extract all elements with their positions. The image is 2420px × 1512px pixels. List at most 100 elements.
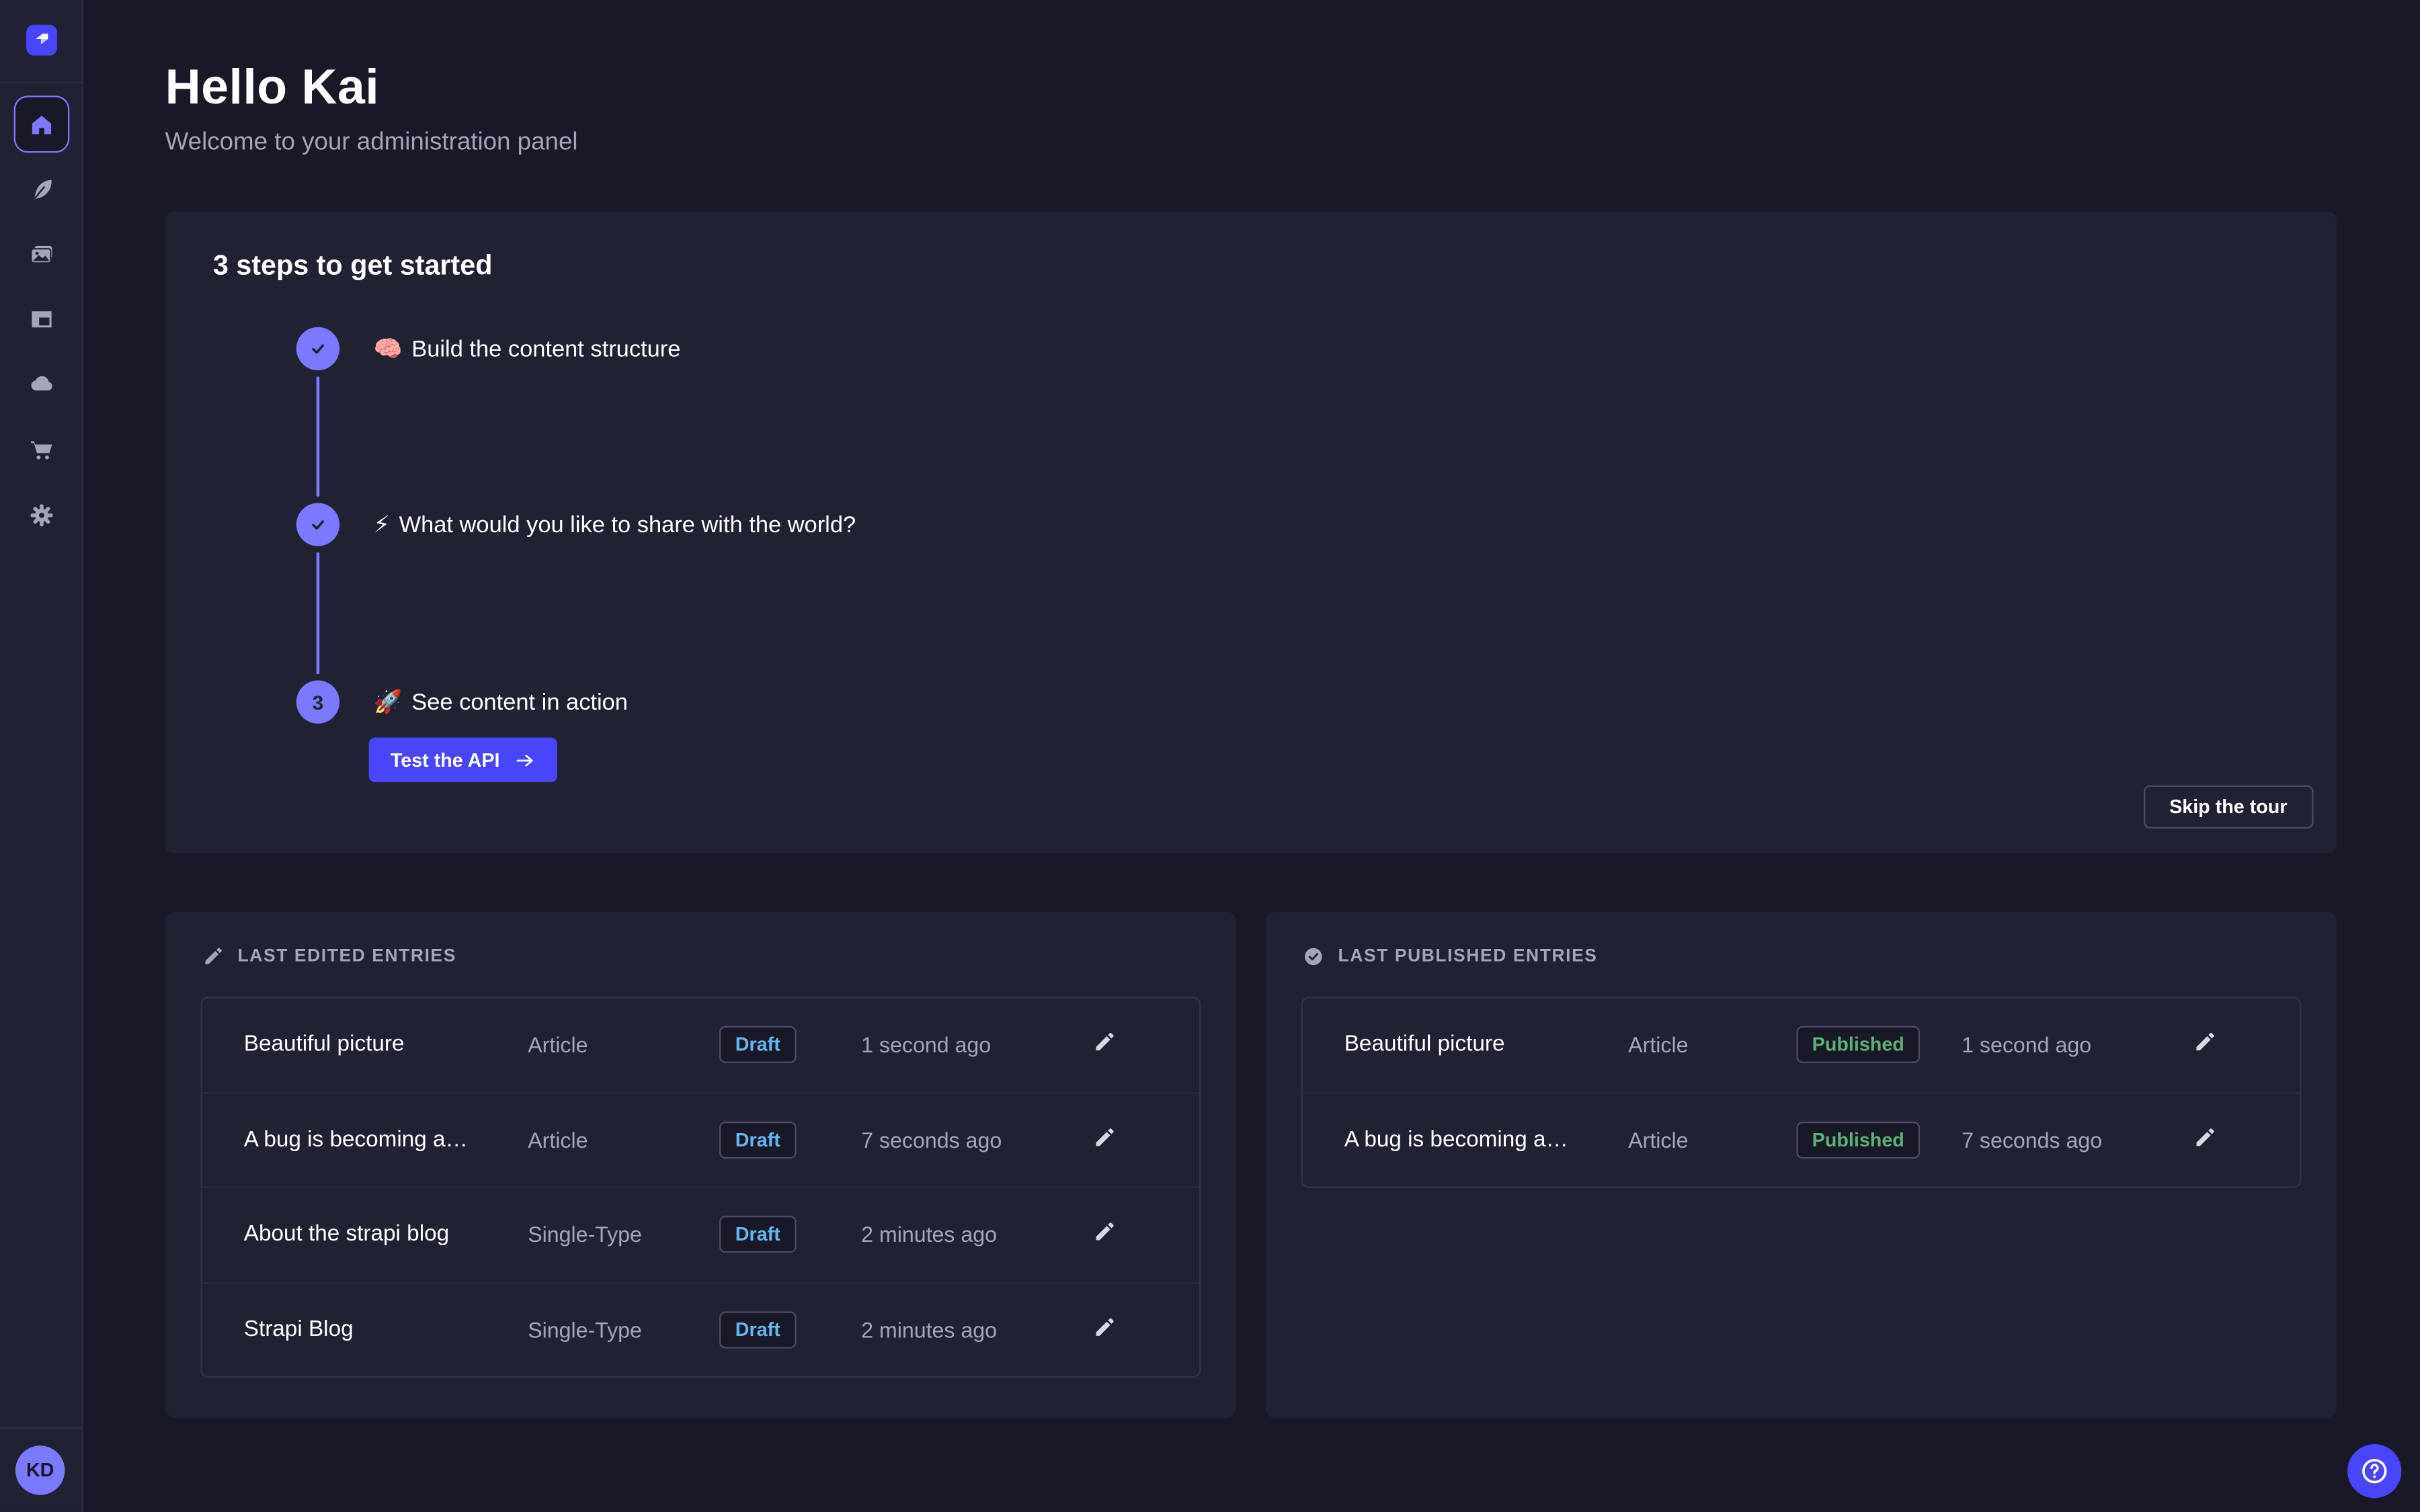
page-title: Hello Kai [165, 58, 380, 114]
entry-title: Beautiful picture [1344, 1032, 1505, 1058]
onboarding-step-3[interactable]: 3 🚀 See content in action [296, 680, 628, 724]
step-number-circle: 3 [296, 680, 340, 724]
pictures-icon [30, 245, 52, 264]
sidebar: KD [0, 0, 83, 1512]
entry-time: 1 second ago [861, 1032, 992, 1058]
status-badge: Draft [719, 1121, 796, 1159]
sidebar-item-marketplace[interactable] [15, 424, 68, 476]
brain-emoji: 🧠 [373, 336, 403, 363]
pencil-icon [1096, 1128, 1114, 1146]
table-row: Beautiful picture Article Published 1 se… [1302, 998, 2300, 1093]
sidebar-item-content-manager[interactable] [15, 163, 68, 216]
question-mark-icon [2362, 1458, 2387, 1484]
check-icon [312, 344, 325, 354]
user-avatar[interactable]: KD [15, 1445, 65, 1495]
step-done-circle [296, 327, 340, 371]
pencil-icon [1096, 1033, 1114, 1051]
cart-icon [31, 441, 52, 460]
sidebar-item-home[interactable] [13, 95, 70, 153]
skip-tour-button[interactable]: Skip the tour [2143, 785, 2314, 829]
entry-type: Article [1628, 1127, 1689, 1152]
pencil-icon [2196, 1128, 2214, 1146]
status-badge: Draft [719, 1026, 796, 1064]
arrow-right-icon [516, 754, 533, 766]
status-badge: Published [1796, 1026, 1920, 1064]
entry-time: 1 second ago [1962, 1032, 2092, 1058]
table-row: Strapi Blog Single-Type Draft 2 minutes … [202, 1283, 1199, 1376]
entry-type: Article [528, 1127, 588, 1152]
layout-icon [32, 311, 52, 328]
step-done-circle [296, 503, 340, 546]
strapi-logo-icon [36, 34, 48, 44]
entry-time: 7 seconds ago [1962, 1127, 2103, 1152]
table-row: About the strapi blog Single-Type Draft … [202, 1188, 1199, 1284]
pencil-icon [2196, 1033, 2214, 1051]
entry-type: Article [1628, 1032, 1689, 1058]
last-edited-table: Beautiful picture Article Draft 1 second… [200, 997, 1201, 1378]
sidebar-item-content-type-builder[interactable] [15, 293, 68, 345]
lightning-emoji: ⚡ [373, 512, 390, 539]
cloud-icon [31, 376, 52, 391]
onboarding-step-1[interactable]: 🧠 Build the content structure [296, 327, 681, 371]
onboarding-card: 3 steps to get started 🧠 Build the conte… [165, 211, 2337, 853]
main-content: Hello Kai Welcome to your administration… [83, 0, 2420, 1512]
table-row: Beautiful picture Article Draft 1 second… [202, 998, 1199, 1093]
last-edited-title: LAST EDITED ENTRIES [237, 947, 456, 966]
page-subtitle: Welcome to your administration panel [165, 129, 578, 156]
sidebar-item-cloud[interactable] [15, 358, 68, 411]
step-label: 🧠 Build the content structure [373, 335, 681, 363]
sidebar-item-media-library[interactable] [15, 228, 68, 281]
edit-entry-button[interactable] [2187, 1025, 2222, 1065]
gear-icon [30, 504, 53, 527]
help-button[interactable] [2347, 1443, 2402, 1499]
onboarding-step-2[interactable]: ⚡ What would you like to share with the … [296, 503, 856, 546]
entry-title: Strapi Blog [243, 1317, 354, 1342]
last-published-header: LAST PUBLISHED ENTRIES [1303, 946, 1598, 967]
entry-type: Single-Type [528, 1222, 642, 1247]
entry-time: 2 minutes ago [861, 1317, 998, 1342]
edit-entry-button[interactable] [1086, 1120, 1122, 1160]
pencil-icon [205, 948, 222, 964]
entry-time: 2 minutes ago [861, 1222, 998, 1247]
step-label: ⚡ What would you like to share with the … [373, 511, 856, 539]
rocket-emoji: 🚀 [373, 689, 403, 716]
step-connector [317, 376, 319, 497]
page-header: Hello Kai Welcome to your administration… [165, 58, 578, 157]
step-label: 🚀 See content in action [373, 689, 628, 716]
sidebar-footer-divider [0, 1427, 83, 1429]
last-published-table: Beautiful picture Article Published 1 se… [1301, 997, 2302, 1188]
last-published-card: LAST PUBLISHED ENTRIES Beautiful picture… [1265, 911, 2337, 1418]
edit-entry-button[interactable] [1086, 1025, 1122, 1065]
last-published-title: LAST PUBLISHED ENTRIES [1338, 947, 1598, 966]
check-icon [312, 520, 325, 530]
entry-title: A bug is becoming a… [243, 1127, 468, 1152]
pencil-icon [1096, 1222, 1114, 1241]
entry-type: Single-Type [528, 1317, 642, 1342]
sidebar-item-settings[interactable] [15, 489, 68, 542]
entry-time: 7 seconds ago [861, 1127, 1002, 1152]
entry-type: Article [528, 1032, 588, 1058]
strapi-logo[interactable] [26, 24, 57, 56]
status-badge: Draft [719, 1216, 796, 1253]
pencil-icon [1096, 1318, 1114, 1336]
feather-icon [33, 179, 52, 200]
edit-entry-button[interactable] [2187, 1120, 2222, 1160]
table-row: A bug is becoming a… Article Draft 7 sec… [202, 1093, 1199, 1188]
entry-title: Beautiful picture [243, 1032, 405, 1058]
status-badge: Draft [719, 1310, 796, 1349]
edit-entry-button[interactable] [1086, 1310, 1122, 1350]
edit-entry-button[interactable] [1086, 1214, 1122, 1255]
table-row: A bug is becoming a… Article Published 7… [1303, 1093, 2300, 1187]
status-badge: Published [1796, 1121, 1920, 1159]
sidebar-divider [0, 81, 83, 83]
step-connector [317, 552, 319, 675]
entry-title: About the strapi blog [243, 1222, 450, 1247]
test-api-button[interactable]: Test the API [368, 737, 557, 783]
last-edited-header: LAST EDITED ENTRIES [202, 946, 456, 967]
entry-title: A bug is becoming a… [1344, 1127, 1568, 1152]
onboarding-title: 3 steps to get started [212, 249, 493, 281]
last-edited-card: LAST EDITED ENTRIES Beautiful picture Ar… [165, 911, 1237, 1418]
home-icon [32, 115, 52, 134]
check-circle-icon [1305, 948, 1322, 966]
